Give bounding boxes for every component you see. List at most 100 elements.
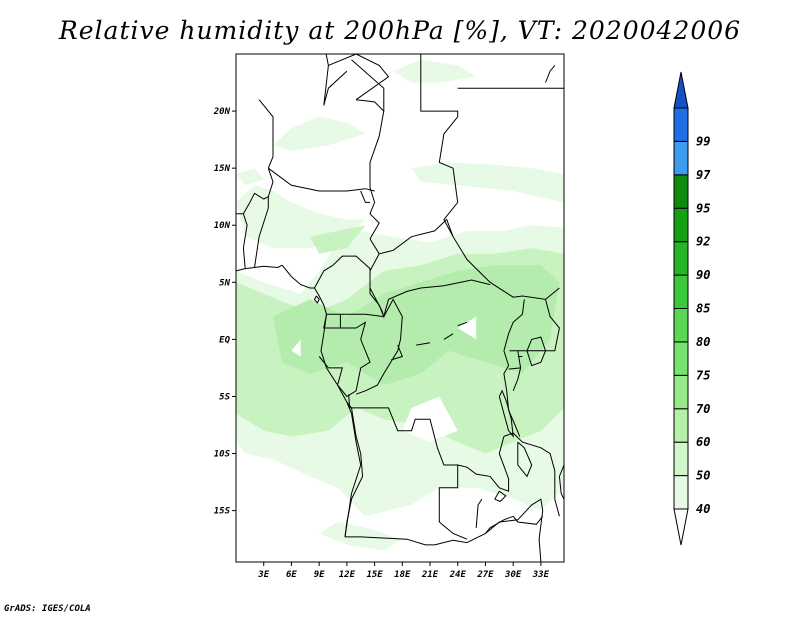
country-border bbox=[254, 196, 269, 268]
lat-tick-label: 10S bbox=[214, 450, 231, 460]
dry-patch bbox=[291, 339, 301, 357]
lon-tick-label: 9E bbox=[314, 570, 325, 580]
country-border bbox=[457, 321, 468, 327]
lat-tick-label: 5N bbox=[219, 278, 230, 288]
lat-tick-label: 20N bbox=[213, 107, 231, 117]
lat-tick-label: 10N bbox=[214, 221, 231, 231]
colorbar-label: 99 bbox=[696, 134, 710, 148]
country-border bbox=[345, 536, 468, 546]
country-border bbox=[379, 218, 560, 300]
country-border bbox=[517, 441, 533, 478]
colorbar-segment bbox=[673, 174, 689, 209]
country-border bbox=[494, 490, 507, 503]
colorbar-segment bbox=[673, 508, 689, 546]
humidity-area bbox=[309, 225, 366, 254]
colorbar-segment bbox=[673, 475, 689, 510]
lon-tick-label: 6E bbox=[286, 570, 297, 580]
country-border bbox=[512, 515, 544, 525]
country-border bbox=[355, 298, 403, 395]
colorbar-label: 40 bbox=[696, 502, 710, 516]
country-border bbox=[508, 367, 521, 370]
country-border bbox=[360, 190, 370, 203]
lon-tick-label: 33E bbox=[532, 570, 550, 580]
lat-tick-label: 15S bbox=[214, 507, 231, 517]
country-border bbox=[443, 333, 454, 340]
country-border bbox=[391, 344, 403, 361]
country-border bbox=[281, 264, 362, 537]
colorbar-label: 90 bbox=[696, 268, 710, 282]
lat-tick-label: EQ bbox=[219, 335, 230, 345]
country-border bbox=[236, 264, 283, 272]
colorbar-segment bbox=[673, 107, 689, 142]
colorbar-label: 50 bbox=[696, 469, 710, 483]
lon-tick-label: 24E bbox=[449, 570, 467, 580]
lat-tick-label: 5S bbox=[219, 392, 230, 402]
country-border bbox=[268, 167, 375, 192]
map-title: Relative humidity at 200hPa [%], VT: 202… bbox=[58, 16, 742, 45]
country-border bbox=[369, 238, 491, 319]
colorbar-label: 75 bbox=[696, 368, 710, 382]
colorbar-label: 70 bbox=[696, 402, 710, 416]
country-border bbox=[328, 54, 390, 101]
colorbar-segment bbox=[673, 241, 689, 276]
humidity-area bbox=[273, 116, 366, 151]
colorbar-label: 97 bbox=[696, 168, 711, 182]
country-border bbox=[503, 299, 525, 351]
country-border bbox=[503, 350, 521, 437]
country-border bbox=[558, 464, 564, 500]
colorbar-label: 85 bbox=[696, 302, 710, 316]
country-border bbox=[314, 255, 385, 318]
latitude-axis: 20N 15N 10N 5N EQ 5S 10S 15S bbox=[213, 107, 236, 517]
country-border bbox=[498, 389, 514, 439]
lon-tick-label: 15E bbox=[366, 570, 383, 580]
lon-tick-label: 3E bbox=[257, 570, 269, 580]
country-border bbox=[416, 342, 431, 346]
colorbar-segment bbox=[673, 140, 689, 176]
country-border bbox=[466, 498, 544, 562]
longitude-axis: 3E 6E 9E 12E 15E 18E 21E 24E 27E 30E 33E bbox=[257, 562, 550, 580]
colorbar-segment bbox=[673, 408, 689, 443]
colorbar-label: 60 bbox=[696, 435, 710, 449]
country-border bbox=[318, 321, 371, 398]
country-border bbox=[236, 168, 274, 215]
country-borders bbox=[236, 54, 564, 562]
country-border bbox=[323, 54, 348, 106]
country-border bbox=[242, 213, 248, 269]
colorbar-segment bbox=[673, 274, 689, 310]
colorbar-label: 92 bbox=[696, 235, 710, 249]
humidity-fill bbox=[236, 59, 564, 551]
country-border bbox=[545, 65, 556, 83]
country-border bbox=[348, 394, 459, 522]
credit-label: GrADS: IGES/COLA bbox=[4, 604, 91, 614]
country-border bbox=[313, 295, 320, 304]
colorbar-segment bbox=[673, 308, 689, 343]
country-border bbox=[485, 515, 514, 534]
lon-tick-label: 30E bbox=[504, 570, 522, 580]
country-border bbox=[545, 299, 560, 352]
map-frame bbox=[235, 53, 565, 563]
lon-tick-label: 12E bbox=[339, 570, 356, 580]
country-border bbox=[512, 350, 522, 391]
colorbar: 40 50 60 70 75 80 85 90 92 95 97 99 bbox=[673, 71, 711, 546]
country-border bbox=[258, 99, 274, 169]
colorbar-segment bbox=[673, 341, 689, 376]
country-border bbox=[356, 99, 385, 112]
country-border bbox=[438, 521, 468, 540]
dry-patch bbox=[457, 316, 477, 340]
colorbar-label: 95 bbox=[696, 201, 710, 215]
humidity-area bbox=[273, 265, 560, 386]
colorbar-segment bbox=[673, 71, 689, 109]
humidity-area bbox=[319, 522, 403, 551]
country-border bbox=[420, 54, 459, 237]
lat-tick-label: 15N bbox=[214, 164, 231, 174]
humidity-area bbox=[236, 168, 264, 186]
colorbar-segment bbox=[673, 207, 689, 243]
country-border bbox=[475, 498, 483, 528]
colorbar-segment bbox=[673, 374, 689, 410]
country-border bbox=[351, 59, 385, 240]
colorbar-segment bbox=[673, 441, 689, 477]
country-border bbox=[457, 436, 510, 492]
country-border bbox=[503, 432, 560, 517]
lon-tick-label: 27E bbox=[476, 570, 494, 580]
